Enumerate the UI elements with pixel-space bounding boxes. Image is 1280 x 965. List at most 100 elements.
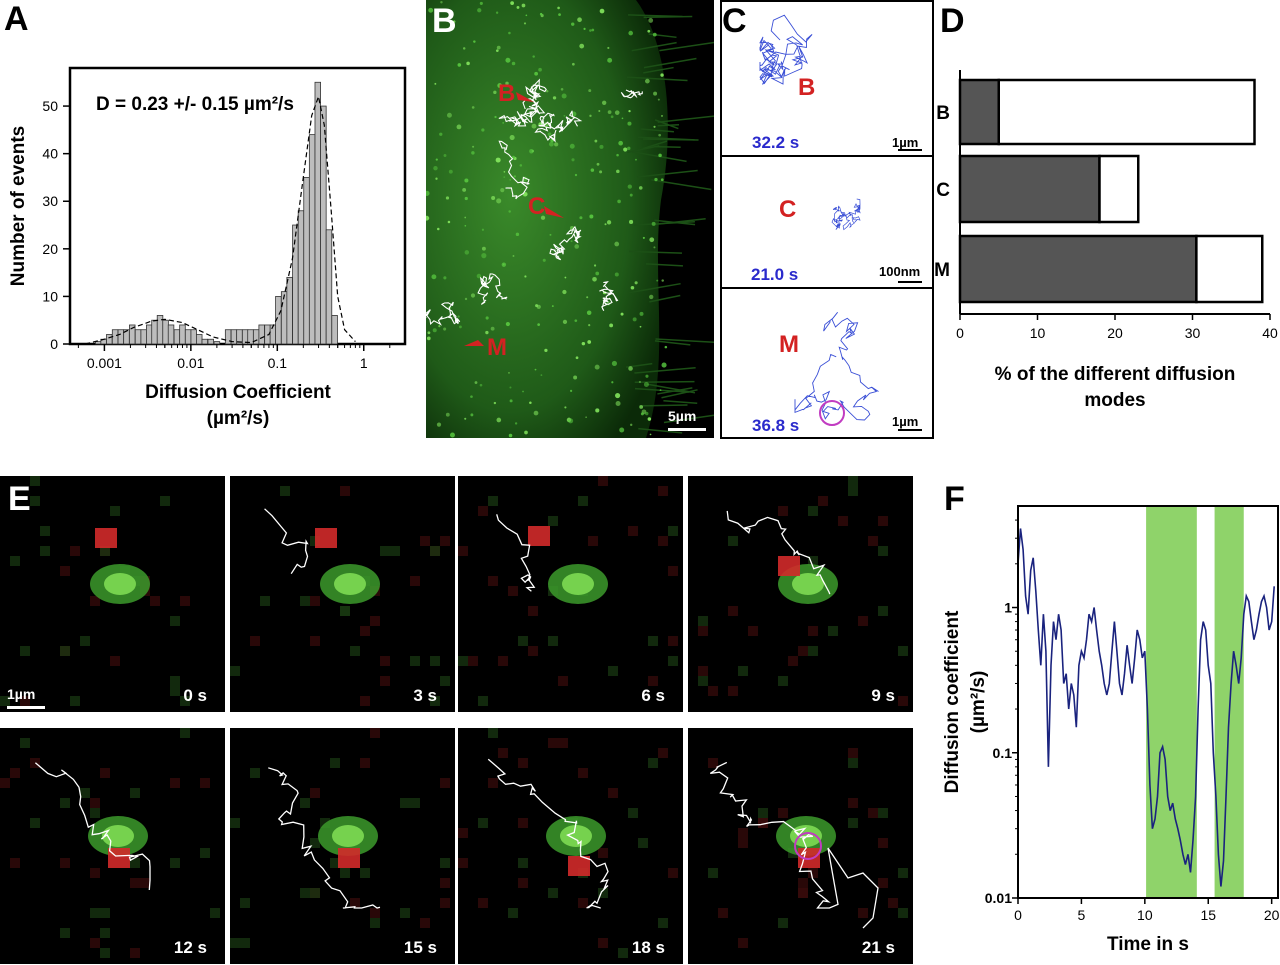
fluorescent-spot bbox=[502, 122, 505, 124]
fluorescent-spot bbox=[619, 427, 625, 433]
fluorescent-spot bbox=[508, 433, 513, 438]
noise-pixel bbox=[440, 878, 450, 888]
noise-pixel bbox=[160, 496, 170, 506]
fluorescent-spot bbox=[599, 8, 605, 14]
noise-pixel bbox=[858, 616, 868, 626]
noise-pixel bbox=[440, 778, 450, 788]
mode-bar bbox=[997, 78, 1256, 146]
red-spot bbox=[108, 848, 130, 868]
filopodium bbox=[631, 41, 677, 52]
noise-pixel bbox=[90, 596, 100, 606]
noise-pixel bbox=[848, 818, 858, 828]
time-frame: 0 s bbox=[0, 476, 225, 712]
arrow-b bbox=[516, 92, 534, 102]
noise-pixel bbox=[578, 898, 588, 908]
filopodium bbox=[654, 219, 696, 226]
fluorescent-spot bbox=[472, 145, 475, 148]
histogram-bar bbox=[146, 324, 153, 345]
filopodium bbox=[629, 250, 682, 254]
fluorescent-spot bbox=[432, 328, 437, 333]
x-tick-label-d: 10 bbox=[1030, 325, 1046, 341]
fluorescent-spot bbox=[431, 274, 437, 280]
time-frame: 15 s bbox=[230, 728, 455, 964]
noise-pixel bbox=[488, 576, 498, 586]
fluorescent-spot bbox=[579, 216, 583, 220]
frame-time-label: 6 s bbox=[641, 686, 665, 705]
y-axis-label-f: Diffusion coefficient bbox=[942, 610, 963, 793]
noise-pixel bbox=[858, 908, 868, 918]
x-tick-label-d: 30 bbox=[1185, 325, 1201, 341]
fluorescent-spot bbox=[581, 341, 586, 346]
noise-pixel bbox=[180, 728, 190, 738]
noise-pixel bbox=[658, 748, 668, 758]
filopodium bbox=[643, 15, 693, 19]
fluorescent-spot bbox=[627, 121, 632, 126]
histogram-bar bbox=[117, 329, 125, 345]
noise-pixel bbox=[478, 818, 488, 828]
noise-pixel bbox=[878, 838, 888, 848]
fluorescent-spot bbox=[586, 310, 592, 315]
noise-pixel bbox=[668, 868, 678, 878]
noise-pixel bbox=[578, 768, 588, 778]
fluorescent-spot bbox=[495, 157, 501, 163]
noise-pixel bbox=[798, 646, 808, 656]
panel-label-e: E bbox=[8, 480, 31, 518]
fluorescent-spot bbox=[549, 233, 552, 236]
noise-pixel bbox=[848, 798, 858, 808]
fluorescent-spot bbox=[664, 345, 668, 349]
noise-pixel bbox=[808, 506, 818, 516]
track-box-b bbox=[720, 0, 934, 157]
noise-pixel bbox=[240, 898, 250, 908]
confinement-circle-e bbox=[794, 832, 822, 860]
fluorescent-spot bbox=[435, 158, 438, 161]
fluorescent-spot bbox=[540, 374, 543, 377]
noise-pixel bbox=[788, 656, 798, 666]
noise-pixel bbox=[698, 666, 708, 676]
fluorescent-spot bbox=[574, 173, 578, 177]
x-tick-label-a: 1 bbox=[360, 355, 368, 371]
filopodium bbox=[637, 136, 695, 141]
noise-pixel bbox=[898, 908, 908, 918]
fluorescent-spot bbox=[481, 246, 486, 251]
cell-fluorescence bbox=[426, 0, 714, 438]
noise-pixel bbox=[528, 606, 538, 616]
fluorescent-spot bbox=[491, 196, 496, 201]
fluorescent-spot bbox=[509, 399, 513, 403]
x-axis-label-d: % of the different diffusion bbox=[995, 364, 1236, 385]
fluorescent-spot bbox=[639, 405, 644, 409]
fluorescent-spot bbox=[493, 401, 497, 405]
noise-pixel bbox=[250, 768, 260, 778]
fluorescent-spot bbox=[598, 110, 601, 113]
noise-pixel bbox=[430, 656, 440, 666]
noise-pixel bbox=[140, 878, 150, 888]
fluorescent-spot bbox=[534, 71, 539, 76]
noise-pixel bbox=[828, 626, 838, 636]
fluorescent-spot bbox=[490, 326, 495, 331]
red-spot bbox=[95, 528, 117, 548]
noise-pixel bbox=[100, 928, 110, 938]
fluorescent-spot bbox=[571, 22, 575, 26]
noise-pixel bbox=[310, 788, 320, 798]
noise-pixel bbox=[440, 536, 450, 546]
noise-pixel bbox=[130, 948, 140, 958]
noise-pixel bbox=[658, 536, 668, 546]
fluorescent-spot bbox=[443, 327, 447, 331]
diffusion-line bbox=[1017, 528, 1275, 887]
fluorescent-spot bbox=[634, 281, 638, 285]
noise-pixel bbox=[848, 476, 858, 486]
noise-pixel bbox=[718, 908, 728, 918]
fluorescent-spot bbox=[653, 246, 656, 249]
fluorescent-spot bbox=[471, 106, 475, 109]
fluorescent-spot bbox=[495, 49, 499, 53]
panel-label-c: C bbox=[722, 2, 747, 40]
track-scalebar-b bbox=[898, 149, 922, 151]
fluorescent-spot bbox=[628, 109, 631, 113]
histogram-bar bbox=[201, 338, 209, 345]
y-tick-label-f: 1 bbox=[1004, 600, 1012, 616]
noise-pixel bbox=[400, 798, 410, 808]
cell-image-b bbox=[426, 0, 714, 438]
particle-trajectory bbox=[620, 89, 643, 99]
fluorescent-spot bbox=[592, 276, 597, 282]
noise-pixel bbox=[548, 516, 558, 526]
noise-pixel bbox=[90, 868, 100, 878]
